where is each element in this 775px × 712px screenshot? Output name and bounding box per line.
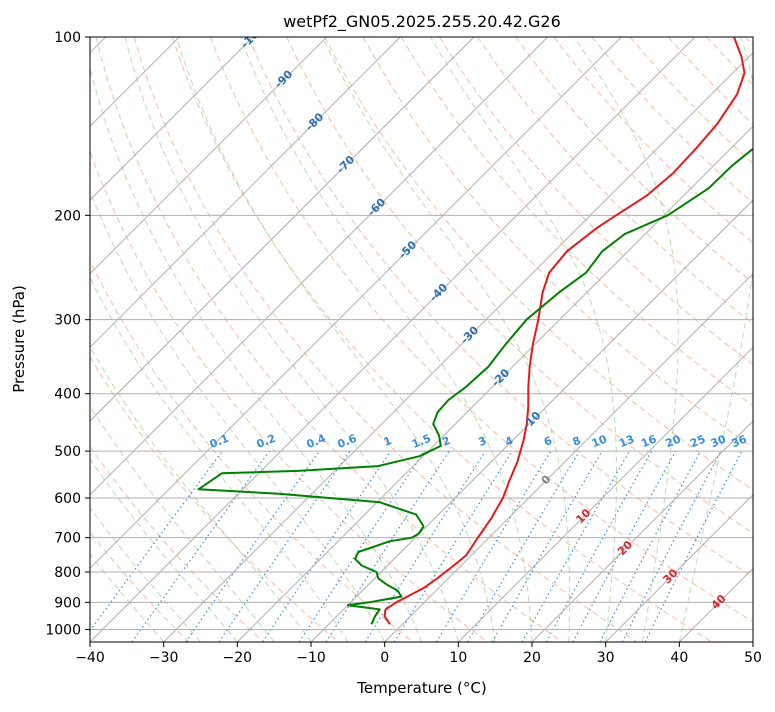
y-axis-label: Pressure (hPa) — [10, 285, 28, 393]
plot-area: -100-90-80-70-60-50-40-30-20-10010203040… — [0, 22, 775, 642]
mixing-ratio-line — [326, 451, 449, 642]
x-tick-label: 30 — [597, 650, 615, 666]
dry-adiabat — [211, 37, 775, 642]
x-tick-label: −20 — [223, 650, 253, 666]
y-tick-label: 100 — [54, 30, 81, 46]
x-tick-label: −40 — [75, 650, 105, 666]
isotherm — [679, 37, 775, 642]
chart-title: wetPf2_GN05.2025.255.20.42.G26 — [283, 12, 561, 32]
mixing-ratio-line — [645, 451, 742, 642]
dry-adiabat — [58, 37, 488, 642]
dewpoint-profile — [199, 37, 775, 624]
plot-frame — [90, 37, 753, 642]
isotherm — [753, 37, 775, 642]
mixing-ratio-line — [299, 451, 424, 642]
y-tick-label: 700 — [54, 531, 81, 547]
mixing-ratio-label: 25 — [688, 433, 707, 451]
mixing-ratio-label: 36 — [730, 432, 749, 450]
x-axis-label: Temperature (°C) — [356, 679, 486, 697]
mixing-ratio-label: 0.6 — [336, 432, 359, 451]
mixing-ratio-line — [132, 451, 269, 642]
isotherm-label: 10 — [573, 506, 593, 526]
mixing-ratio-label: 30 — [709, 432, 728, 450]
mixing-ratio-label: 3 — [476, 434, 488, 449]
isotherm — [16, 37, 621, 642]
mixing-ratio-label: 1 — [382, 434, 394, 449]
moist-adiabat — [17, 37, 348, 642]
y-tick-label: 1000 — [45, 622, 81, 638]
mixing-ratio-label: 10 — [590, 432, 609, 450]
mixing-ratio-line — [365, 451, 485, 642]
y-tick-label: 800 — [54, 565, 81, 581]
mixing-ratio-line — [468, 451, 580, 642]
mixing-ratio-label: 0.4 — [305, 432, 328, 451]
dry-adiabats — [0, 37, 775, 642]
dry-adiabat — [0, 37, 189, 642]
isotherms — [0, 37, 775, 642]
isotherm — [0, 37, 327, 642]
y-tick-label: 300 — [54, 313, 81, 329]
y-tick-label: 500 — [54, 444, 81, 460]
moist-adiabat — [125, 37, 458, 642]
y-tick-label: 900 — [54, 595, 81, 611]
dry-adiabat — [20, 37, 413, 642]
mixing-ratio-label: 4 — [503, 434, 515, 449]
dry-adiabat — [0, 37, 338, 642]
mixing-ratio-label: 20 — [664, 432, 683, 450]
mixing-ratio-line — [600, 451, 701, 642]
isotherm — [0, 37, 400, 642]
mixing-ratio-lines — [82, 451, 742, 642]
mixing-ratio-label: 0.2 — [255, 432, 278, 451]
x-tick-label: 20 — [523, 650, 541, 666]
mixing-ratio-label: 2 — [440, 434, 452, 449]
x-tick-label: −10 — [296, 650, 326, 666]
mixing-ratio-label: 8 — [571, 434, 583, 449]
dry-adiabat — [439, 37, 775, 642]
moist-adiabat — [176, 37, 495, 642]
dry-adiabat — [0, 37, 264, 642]
mixing-ratio-line — [82, 451, 223, 642]
isotherm — [90, 37, 695, 642]
isotherm — [0, 37, 474, 642]
dry-adiabat — [707, 37, 775, 642]
x-tick-label: 0 — [380, 650, 389, 666]
moist-adiabat — [0, 37, 274, 642]
x-tick-label: −30 — [149, 650, 179, 666]
isotherm — [0, 37, 253, 642]
x-tick-label: 10 — [449, 650, 467, 666]
mixing-ratio-label: 6 — [542, 434, 554, 449]
y-tick-label: 200 — [54, 208, 81, 224]
plot-content: -100-90-80-70-60-50-40-30-20-10010203040… — [0, 22, 775, 642]
moist-adiabat — [0, 37, 311, 642]
y-tick-label: 600 — [54, 491, 81, 507]
moist-adiabat — [240, 37, 532, 642]
dry-adiabat — [134, 37, 637, 642]
mixing-ratio-label: 0.1 — [208, 432, 231, 451]
moist-adiabat — [0, 37, 201, 642]
moist-adiabat — [431, 37, 617, 642]
y-tick-label: 400 — [54, 387, 81, 403]
x-tick-label: 40 — [670, 650, 688, 666]
dry-adiabat — [668, 37, 775, 642]
dry-adiabat — [745, 37, 775, 642]
dry-adiabat — [554, 37, 775, 642]
x-tick-label: 50 — [744, 650, 762, 666]
moist-adiabat — [0, 37, 237, 642]
mixing-ratio-line — [394, 451, 512, 642]
mixing-ratio-label: 16 — [639, 432, 658, 450]
